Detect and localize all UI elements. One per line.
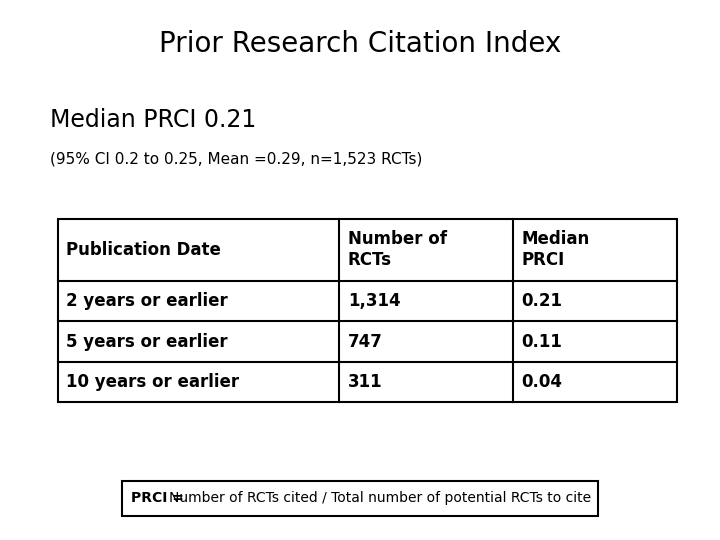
Text: Median
PRCI: Median PRCI <box>521 231 590 269</box>
Text: (95% CI 0.2 to 0.25, Mean =0.29, n=1,523 RCTs): (95% CI 0.2 to 0.25, Mean =0.29, n=1,523… <box>50 151 423 166</box>
Text: Number of
RCTs: Number of RCTs <box>348 231 447 269</box>
Text: 2 years or earlier: 2 years or earlier <box>66 292 228 310</box>
Text: PRCI =: PRCI = <box>131 491 184 505</box>
Text: Number of RCTs cited / Total number of potential RCTs to cite: Number of RCTs cited / Total number of p… <box>169 491 591 505</box>
Text: Prior Research Citation Index: Prior Research Citation Index <box>159 30 561 58</box>
Text: 0.21: 0.21 <box>521 292 562 310</box>
Text: 0.11: 0.11 <box>521 333 562 350</box>
Text: 5 years or earlier: 5 years or earlier <box>66 333 228 350</box>
Text: 10 years or earlier: 10 years or earlier <box>66 373 239 391</box>
Text: Median PRCI 0.21: Median PRCI 0.21 <box>50 108 256 132</box>
Bar <box>58 219 677 402</box>
Bar <box>122 481 598 516</box>
Text: Publication Date: Publication Date <box>66 241 221 259</box>
Text: 747: 747 <box>348 333 383 350</box>
Text: 0.04: 0.04 <box>521 373 562 391</box>
Text: 311: 311 <box>348 373 382 391</box>
Text: 1,314: 1,314 <box>348 292 400 310</box>
